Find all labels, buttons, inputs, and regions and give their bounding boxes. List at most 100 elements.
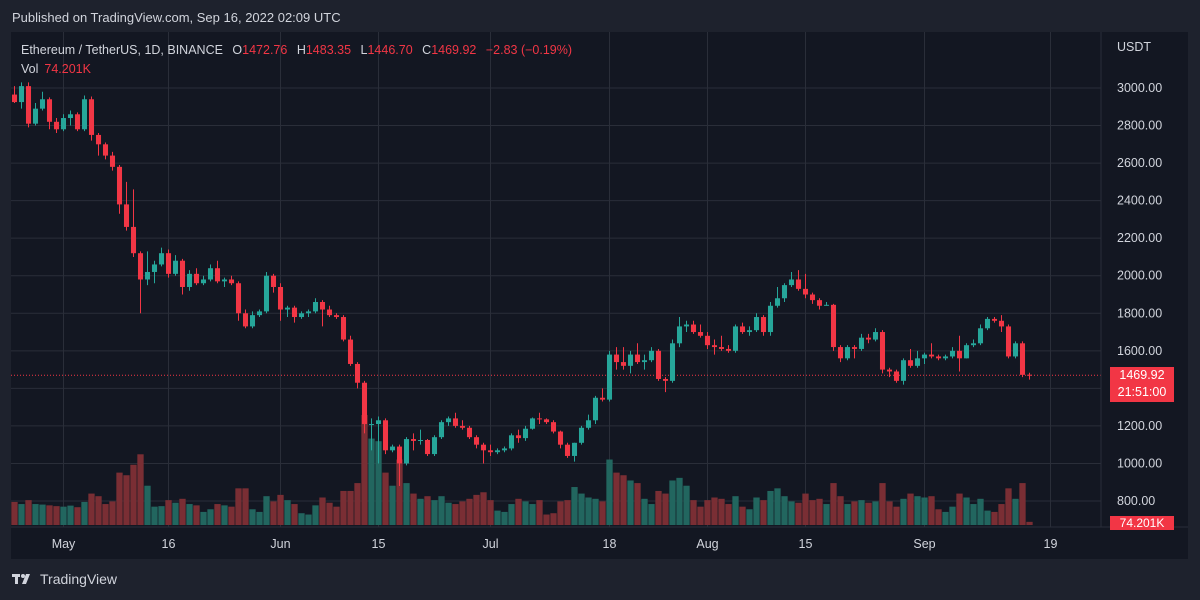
volume-bar <box>494 510 501 525</box>
candle-body <box>949 350 956 357</box>
volume-bar <box>886 501 893 525</box>
close-label: C <box>422 43 432 57</box>
volume-row: Vol 74.201K <box>21 60 578 79</box>
candle-body <box>193 273 200 284</box>
candle-body <box>291 307 298 318</box>
candle-body <box>515 435 522 439</box>
volume-bar <box>312 505 319 525</box>
volume-bar <box>480 492 487 525</box>
volume-bar <box>662 493 669 525</box>
volume-bar <box>81 501 88 525</box>
candle-body <box>109 155 116 167</box>
volume-bar <box>361 415 368 525</box>
volume-bar <box>291 504 298 525</box>
volume-bar <box>536 500 543 525</box>
price-axis[interactable]: 800.001000.001200.001400.001600.001800.0… <box>1117 81 1162 508</box>
candle-body <box>179 260 186 287</box>
candle-body <box>627 354 634 366</box>
volume-bar <box>340 490 347 525</box>
volume-bar <box>249 509 256 525</box>
candle-body <box>130 226 137 254</box>
x-tick-label: Sep <box>913 537 935 551</box>
change-value: −2.83 (−0.19%) <box>485 43 573 57</box>
volume-bar <box>67 505 74 525</box>
candle-body <box>368 424 375 426</box>
volume-bar <box>375 441 382 525</box>
volume-bar <box>830 483 837 525</box>
candle-body <box>312 302 319 312</box>
candle-body <box>1012 343 1019 357</box>
high-value: 1483.35 <box>305 43 352 57</box>
volume-bar <box>550 513 557 525</box>
volume-bar <box>571 487 578 525</box>
volume-bar <box>172 502 179 525</box>
volume-bar <box>942 511 949 525</box>
x-tick-label: 19 <box>1044 537 1058 551</box>
candle-body <box>592 397 599 421</box>
volume-bar <box>697 506 704 525</box>
volume-bar <box>263 496 270 525</box>
candle-body <box>760 317 767 333</box>
volume-bar <box>389 485 396 525</box>
candle-body <box>977 328 984 344</box>
symbol-title[interactable]: Ethereum / TetherUS, 1D, BINANCE <box>21 43 223 57</box>
candle-body <box>242 313 249 327</box>
candle-body <box>158 253 165 265</box>
candle-body <box>151 264 158 272</box>
y-tick-label: 2200.00 <box>1117 231 1162 245</box>
x-tick-label: Aug <box>696 537 718 551</box>
candles <box>11 82 1033 486</box>
candle-body <box>382 420 389 451</box>
candle-body <box>620 362 627 366</box>
candle-body <box>802 288 809 295</box>
volume-bar <box>809 500 816 525</box>
volume-bar <box>970 504 977 525</box>
volume-label[interactable]: Vol <box>21 62 39 76</box>
candle-body <box>305 311 312 314</box>
volume-bar <box>200 511 207 525</box>
volume-bar <box>893 506 900 525</box>
bar-countdown: 21:51:00 <box>1117 385 1167 399</box>
candle-body <box>739 326 746 333</box>
candle-body <box>1019 343 1026 375</box>
volume-bar <box>641 498 648 525</box>
candle-body <box>186 273 193 287</box>
candle-body <box>354 363 361 383</box>
candle-body <box>564 444 571 456</box>
time-axis[interactable]: May 16 Jun 15 Jul 18 Aug 15 Sep 19 <box>52 537 1058 551</box>
chart-legend: Ethereum / TetherUS, 1D, BINANCE O1472.7… <box>21 41 578 79</box>
candle-body <box>452 418 459 426</box>
volume-bar <box>711 497 718 525</box>
volume-bar <box>585 497 592 525</box>
volume-bar <box>718 498 725 525</box>
brand-name: TradingView <box>40 571 118 587</box>
y-tick-label: 3000.00 <box>1117 81 1162 95</box>
footer-brand[interactable]: TradingView <box>12 571 117 587</box>
volume-bar <box>410 493 417 525</box>
candle-body <box>396 446 403 464</box>
candle-body <box>606 354 613 400</box>
volume-bar <box>858 500 865 525</box>
candle-body <box>641 360 648 363</box>
candle-body <box>39 99 46 109</box>
candle-body <box>809 294 816 301</box>
chart-panel[interactable]: USDT 800.001000.001200.001400.001600.001… <box>11 32 1188 559</box>
volume-bar <box>193 505 200 525</box>
candle-body <box>998 320 1005 327</box>
candle-body <box>459 425 466 428</box>
volume-bar <box>627 480 634 525</box>
volume-bar <box>669 480 676 525</box>
candle-body <box>144 271 151 280</box>
candlestick-chart[interactable]: USDT 800.001000.001200.001400.001600.001… <box>11 32 1188 559</box>
candle-body <box>410 439 417 441</box>
candle-body <box>886 369 893 372</box>
open-value: 1472.76 <box>242 43 288 57</box>
candle-body <box>1005 326 1012 357</box>
volume-bar <box>907 493 914 525</box>
candle-body <box>522 428 529 439</box>
candle-body <box>550 422 557 432</box>
candle-body <box>74 114 81 130</box>
volume-bar <box>522 501 529 525</box>
volume-bar <box>655 490 662 525</box>
x-tick-label: 16 <box>162 537 176 551</box>
